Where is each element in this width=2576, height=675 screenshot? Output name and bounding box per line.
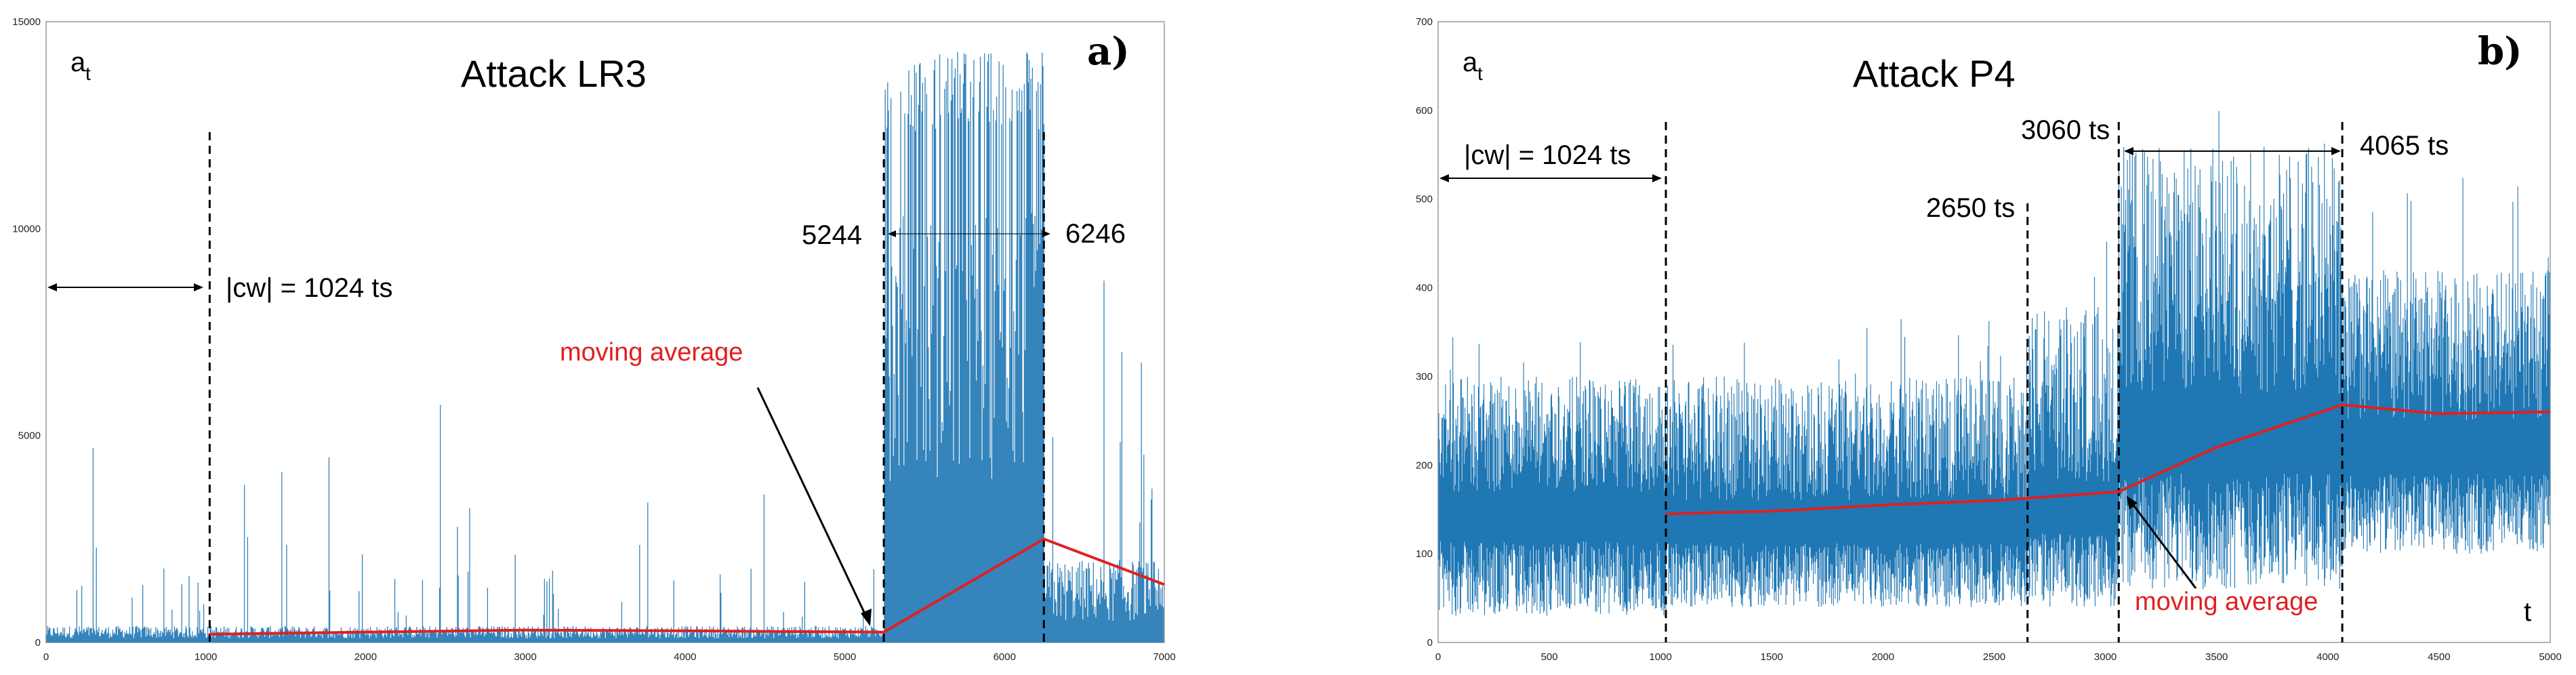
y-tick-label: 100 <box>1416 548 1433 560</box>
y-tick-label: 700 <box>1416 16 1433 28</box>
x-tick-label: 7000 <box>1153 651 1175 663</box>
start-label-a: 5244 <box>802 220 862 250</box>
y-label-a: a <box>70 47 86 77</box>
moving-average-line-a <box>209 537 1165 636</box>
end-label-a: 6246 <box>1065 219 1126 249</box>
x-tick-label: 4500 <box>2428 651 2450 663</box>
y-tick-label: 0 <box>35 637 41 649</box>
moving-average-label-b: moving average <box>2135 588 2318 616</box>
series-signal-a <box>46 52 1164 642</box>
chart-panel-b: 0 500 1000 1500 2000 2500 3000 3500 4000 4500 5000… <box>1416 16 2562 663</box>
attack-window-arrow-b <box>2124 147 2341 155</box>
y-ticks-a: 0 5000 10000 15000 <box>12 16 41 649</box>
x-tick-label: 2000 <box>1872 651 1894 663</box>
signal-path <box>46 52 1164 642</box>
x-tick-label: 3000 <box>2094 651 2117 663</box>
moving-average-label-a: moving average <box>560 338 743 367</box>
attack-window-arrow-a <box>888 230 1050 237</box>
cw-label-a: |cw| = 1024 ts <box>226 273 392 303</box>
x-tick-label: 1000 <box>1650 651 1672 663</box>
x-tick-label: 2000 <box>354 651 377 663</box>
x-tick-label: 0 <box>1435 651 1441 663</box>
cw-label-b: |cw| = 1024 ts <box>1464 140 1631 170</box>
y-ticks-b: 0 100 200 300 400 500 600 700 <box>1416 16 1433 649</box>
x-tick-label: 5000 <box>834 651 856 663</box>
mark-4065-label-b: 4065 ts <box>2360 131 2449 161</box>
vlines-b <box>1664 122 2344 642</box>
mark-3060-label-b: 3060 ts <box>2021 115 2110 145</box>
chart-title-b: Attack P4 <box>1853 52 2016 95</box>
panel-label-a: a) <box>1087 29 1130 74</box>
chart-panel-a: 0 1000 2000 3000 4000 5000 6000 7000 0 5000 10000… <box>12 16 1175 663</box>
y-tick-label: 0 <box>1427 637 1433 649</box>
y-tick-label: 5000 <box>18 430 41 442</box>
y-tick-label: 400 <box>1416 283 1433 294</box>
x-tick-label: 1500 <box>1761 651 1783 663</box>
y-tick-label: 500 <box>1416 194 1433 205</box>
vlines-a <box>208 132 1045 642</box>
moving-average-arrow-a <box>756 387 872 626</box>
y-tick-label: 200 <box>1416 459 1433 471</box>
y-label-sub-a: t <box>85 63 91 84</box>
x-tick-label: 5000 <box>2539 651 2561 663</box>
y-tick-label: 600 <box>1416 105 1433 117</box>
x-tick-label: 6000 <box>994 651 1016 663</box>
chart-title-a: Attack LR3 <box>461 52 647 95</box>
x-tick-label: 1000 <box>195 651 217 663</box>
y-tick-label: 15000 <box>12 16 41 28</box>
x-ticks-a: 0 1000 2000 3000 4000 5000 6000 7000 <box>43 651 1176 663</box>
series-signal-b <box>1438 110 2550 616</box>
x-tick-label: 3500 <box>2205 651 2228 663</box>
x-tick-label: 3000 <box>514 651 536 663</box>
x-axis-label-b: t <box>2524 597 2531 627</box>
x-tick-label: 500 <box>1541 651 1558 663</box>
cw-arrow-a <box>47 283 203 291</box>
y-tick-label: 300 <box>1416 371 1433 382</box>
signal-path <box>1438 110 2550 616</box>
moving-average-line-b <box>1666 403 2551 516</box>
x-tick-label: 4000 <box>2316 651 2339 663</box>
panel-label-b: b) <box>2478 29 2522 74</box>
y-label-sub-b: t <box>1477 63 1483 84</box>
x-tick-label: 0 <box>43 651 49 663</box>
x-tick-label: 4000 <box>674 651 696 663</box>
y-tick-label: 10000 <box>12 223 41 234</box>
x-ticks-b: 0 500 1000 1500 2000 2500 3000 3500 4000 4500 5000 <box>1435 651 2562 663</box>
cw-arrow-b <box>1439 174 1662 182</box>
x-tick-label: 2500 <box>1983 651 2005 663</box>
y-label-b: a <box>1463 47 1478 77</box>
mark-2650-label-b: 2650 ts <box>1926 193 2015 223</box>
moving-average-arrow-b <box>2127 496 2197 589</box>
